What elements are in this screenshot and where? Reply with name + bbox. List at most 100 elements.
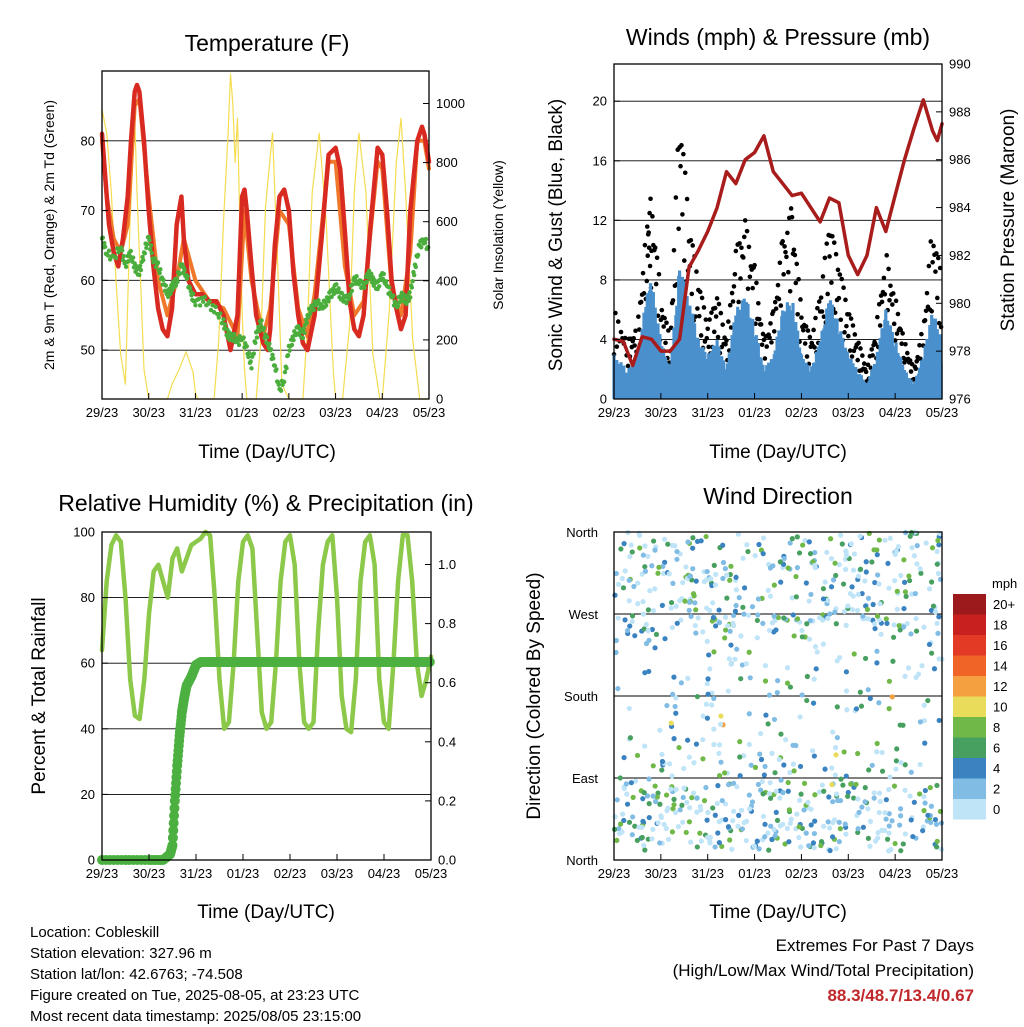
wind-direction-y-tick-label: West [569, 607, 599, 622]
wind-direction-point [806, 636, 813, 642]
dewpoint-point [406, 298, 411, 303]
wind-direction-point [929, 579, 935, 585]
wind-gust-point [739, 245, 744, 251]
wind-gust-point [641, 291, 647, 296]
wind-gust-point [782, 244, 787, 249]
dewpoint-point [376, 284, 382, 289]
wind-direction-point [821, 823, 827, 829]
wind-gust-point [762, 356, 768, 361]
wind-direction-point [629, 549, 635, 555]
dewpoint-point [284, 366, 289, 371]
wind-gust-point [696, 313, 702, 319]
wind-direction-point [693, 630, 699, 636]
wind-direction-point [629, 618, 635, 625]
wind-gust-point [640, 270, 646, 276]
wind-gust-point [647, 210, 652, 216]
wind-gust-point [789, 214, 795, 220]
wind-direction-point [758, 787, 764, 793]
wind-direction-x-tick-label: 03/23 [832, 866, 865, 881]
wind-gust-point [898, 327, 904, 333]
wind-direction-point [747, 806, 753, 812]
dewpoint-point [130, 255, 136, 260]
wind-direction-point [676, 744, 682, 751]
wind-direction-point [829, 782, 835, 788]
dewpoint-point [221, 317, 226, 322]
wind-direction-point [732, 608, 739, 614]
wind-direction-point [794, 565, 801, 571]
wind-direction-point [900, 841, 906, 847]
wind-gust-point [849, 354, 855, 359]
wind-direction-point [725, 824, 732, 830]
wind-direction-point [906, 573, 912, 579]
dewpoint-point [113, 255, 119, 261]
wind-gust-point [670, 298, 676, 303]
dewpoint-point [216, 315, 221, 320]
wind-direction-point [679, 802, 685, 808]
wind-direction-point [843, 688, 850, 694]
wind-direction-point [623, 781, 629, 787]
wind-direction-point [762, 821, 768, 827]
dewpoint-point [326, 299, 331, 304]
wind-direction-point [802, 537, 808, 544]
wind-direction-point [674, 620, 680, 626]
wind-direction-point [886, 811, 892, 817]
wind-gust-point [804, 354, 810, 359]
winds-panel: Winds (mph) & Pressure (mb) 29/23 30/23 31… [546, 24, 1019, 463]
wind-gust-point [753, 321, 758, 326]
wind-direction-point [652, 645, 658, 651]
wind-direction-point [694, 809, 700, 815]
wind-direction-point [848, 781, 854, 787]
wind-direction-point [874, 547, 880, 553]
wind-direction-point [821, 788, 827, 794]
humidity-y-label: Percent & Total Rainfall [29, 597, 50, 794]
wind-direction-point [673, 786, 679, 792]
wind-direction-point [659, 602, 665, 609]
wind-direction-point [697, 830, 703, 836]
wind-direction-point [700, 713, 706, 719]
wind-gust-point [638, 299, 644, 305]
wind-direction-point [911, 553, 918, 559]
dewpoint-point [137, 272, 142, 278]
wind-direction-point [825, 819, 831, 825]
extremes-values: 88.3/48.7/13.4/0.67 [827, 986, 974, 1005]
wind-gust-point [731, 284, 737, 289]
wind-gust-point [842, 330, 847, 335]
wind-direction-point [650, 607, 657, 614]
wind-direction-point [890, 658, 896, 664]
wind-direction-point [711, 649, 717, 655]
speed-legend-label: 0 [993, 802, 1000, 817]
wind-direction-point [851, 651, 857, 657]
wind-direction-point [781, 762, 787, 768]
wind-direction-point [934, 561, 940, 567]
wind-direction-point [800, 542, 806, 548]
wind-direction-point [710, 600, 716, 606]
wind-direction-point [782, 841, 788, 847]
wind-direction-point [762, 678, 769, 684]
dewpoint-point [362, 285, 367, 290]
wind-direction-point [801, 780, 808, 786]
wind-gust-point [813, 315, 818, 321]
wind-direction-point [872, 579, 878, 586]
wind-direction-point [741, 753, 747, 759]
wind-direction-point [795, 616, 801, 622]
wind-direction-point [717, 772, 723, 779]
wind-direction-point [642, 568, 649, 574]
wind-direction-point [839, 541, 845, 547]
wind-direction-point [892, 578, 898, 584]
humidity-y-tick-label: 100 [73, 525, 95, 540]
wind-gust-point [771, 309, 776, 314]
wind-direction-point [917, 761, 923, 768]
wind-gust-point [938, 324, 944, 330]
wind-direction-point [688, 839, 694, 845]
dewpoint-point [344, 300, 349, 306]
wind-direction-point [936, 614, 942, 620]
humidity-y-right-tick-label: 0.0 [438, 853, 456, 868]
wind-direction-point [897, 813, 904, 819]
wind-direction-point [892, 551, 898, 558]
wind-direction-point [671, 802, 677, 808]
dewpoint-point [287, 348, 292, 353]
humidity-y-right-tick-label: 0.6 [438, 675, 456, 690]
precipitation-point [168, 825, 179, 836]
wind-direction-point [875, 572, 881, 578]
wind-direction-point [666, 571, 672, 577]
